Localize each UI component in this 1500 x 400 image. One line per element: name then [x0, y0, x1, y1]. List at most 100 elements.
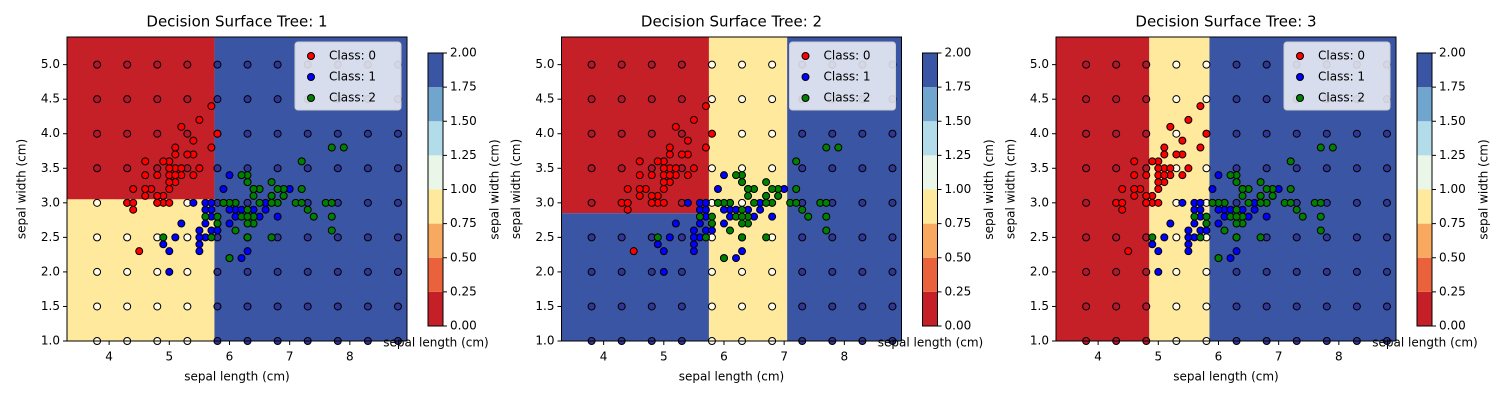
grid-point — [707, 164, 716, 173]
chart-title: Decision Surface Tree: 1 — [146, 13, 327, 31]
data-point — [707, 219, 716, 228]
y-tick-label: 5.0 — [41, 57, 60, 71]
data-point — [665, 150, 674, 159]
data-point — [1286, 157, 1295, 166]
grid-point — [303, 302, 312, 311]
data-point — [219, 198, 228, 207]
legend-label: Class: 0 — [1318, 49, 1365, 63]
grid-point — [1382, 233, 1391, 242]
data-point — [1154, 247, 1163, 256]
grid-point — [1262, 267, 1271, 276]
data-point — [279, 191, 288, 200]
grid-point — [363, 198, 372, 207]
data-point — [762, 178, 771, 187]
data-point — [804, 212, 813, 221]
data-point — [273, 212, 282, 221]
y-tick-label: 2.0 — [1030, 264, 1049, 278]
data-point — [1316, 198, 1325, 207]
grid-point — [677, 267, 686, 276]
data-point — [327, 143, 336, 152]
grid-point — [1232, 267, 1241, 276]
legend-marker — [307, 73, 315, 81]
data-point — [635, 171, 644, 180]
data-point — [1214, 219, 1223, 228]
grid-point — [393, 233, 402, 242]
y-tick-label: 4.5 — [535, 92, 554, 106]
data-point — [327, 212, 336, 221]
data-point — [159, 157, 168, 166]
data-point — [768, 185, 777, 193]
grid-point — [1352, 267, 1361, 276]
grid-point — [707, 267, 716, 276]
grid-point — [768, 95, 777, 104]
axes-frame — [1055, 36, 1397, 342]
grid-point — [707, 95, 716, 104]
data-point — [822, 143, 831, 152]
grid-point — [153, 60, 162, 69]
data-point — [1160, 150, 1169, 159]
data-point — [1244, 198, 1253, 207]
grid-point — [1292, 267, 1301, 276]
y-tick-label: 2.5 — [41, 230, 60, 244]
grid-point — [183, 60, 192, 69]
grid-point — [153, 95, 162, 104]
data-point — [671, 219, 680, 228]
grid-point — [677, 129, 686, 138]
grid-point — [587, 164, 596, 173]
grid-point — [1232, 129, 1241, 138]
grid-point — [1262, 60, 1271, 69]
grid-point — [123, 95, 132, 104]
grid-point — [1202, 164, 1211, 173]
grid-point — [798, 267, 807, 276]
grid-point — [243, 302, 252, 311]
grid-point — [93, 267, 102, 276]
grid-point — [888, 198, 897, 207]
colorbar-tick-label: 0.50 — [1439, 250, 1466, 264]
data-point — [129, 198, 138, 207]
grid-point — [93, 164, 102, 173]
grid-point — [1322, 129, 1331, 138]
data-point — [327, 226, 336, 235]
legend-label: Class: 1 — [329, 70, 376, 84]
data-point — [165, 185, 174, 193]
colorbar-band — [1417, 189, 1432, 224]
data-point — [635, 157, 644, 166]
grid-point — [1172, 60, 1181, 69]
colorbar-tick-label: 1.75 — [945, 80, 972, 94]
legend-marker — [1296, 94, 1304, 102]
data-point — [701, 198, 710, 207]
data-point — [1184, 247, 1193, 256]
colorbar-tick-label: 0.00 — [945, 319, 972, 333]
grid-point — [1322, 164, 1331, 173]
colorbar-label: sepal width (cm) — [488, 139, 502, 239]
data-point — [1130, 185, 1139, 193]
grid-point — [333, 233, 342, 242]
grid-point — [888, 302, 897, 311]
data-point — [225, 254, 234, 263]
grid-point — [738, 129, 747, 138]
data-point — [1124, 247, 1133, 256]
data-point — [225, 171, 234, 180]
grid-point — [303, 164, 312, 173]
colorbar-tick-label: 0.75 — [1439, 216, 1466, 230]
data-point — [1148, 157, 1157, 166]
data-point — [1232, 247, 1241, 256]
legend-label: Class: 2 — [329, 91, 376, 105]
grid-point — [587, 60, 596, 69]
data-point — [1184, 240, 1193, 249]
data-point — [1256, 233, 1265, 242]
grid-point — [363, 164, 372, 173]
grid-point — [1382, 267, 1391, 276]
data-point — [701, 205, 710, 214]
data-point — [732, 254, 741, 263]
data-point — [243, 219, 252, 228]
x-tick-label: 5 — [660, 350, 668, 364]
data-point — [707, 226, 716, 235]
data-point — [165, 164, 174, 173]
colorbar-band — [428, 291, 443, 326]
grid-point — [183, 267, 192, 276]
data-point — [267, 191, 276, 200]
data-point — [309, 212, 318, 221]
grid-point — [587, 267, 596, 276]
